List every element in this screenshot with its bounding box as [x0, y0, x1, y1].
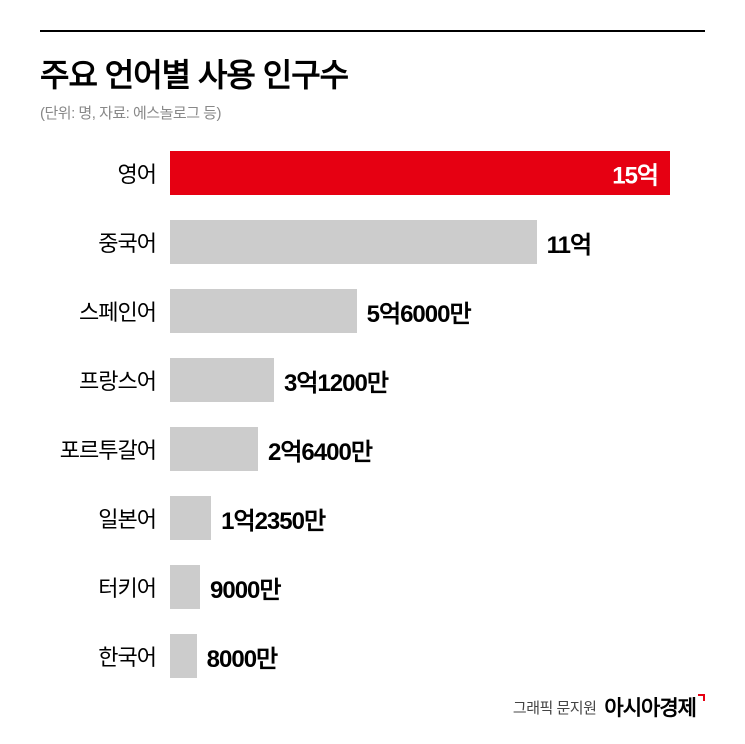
brand-logo: 아시아경제	[604, 692, 705, 722]
bar	[170, 565, 200, 609]
bar-wrap: 1억2350만	[170, 496, 705, 540]
value-label: 8000만	[207, 639, 277, 674]
category-label: 한국어	[40, 640, 170, 672]
category-label: 영어	[40, 157, 170, 189]
bar-wrap: 11억	[170, 220, 705, 264]
value-label: 1억2350만	[221, 501, 325, 536]
category-label: 스페인어	[40, 295, 170, 327]
category-label: 중국어	[40, 226, 170, 258]
bar-wrap: 2억6400만	[170, 427, 705, 471]
bar	[170, 289, 357, 333]
value-label: 3억1200만	[284, 363, 388, 398]
value-label: 2억6400만	[268, 432, 372, 467]
credit-text: 그래픽 문지원	[513, 697, 596, 718]
chart-row: 중국어 11억	[40, 220, 705, 264]
chart-row: 영어 15억	[40, 151, 705, 195]
chart-row: 프랑스어 3억1200만	[40, 358, 705, 402]
bar-wrap: 8000만	[170, 634, 705, 678]
chart-row: 스페인어 5억6000만	[40, 289, 705, 333]
bar: 15억	[170, 151, 670, 195]
chart-title: 주요 언어별 사용 인구수	[40, 50, 705, 96]
value-label: 15억	[612, 156, 658, 191]
bar-chart: 영어 15억중국어 11억스페인어 5억6000만프랑스어 3억1200만포르투갈어 2억…	[40, 151, 705, 678]
bar	[170, 220, 537, 264]
category-label: 터키어	[40, 571, 170, 603]
category-label: 프랑스어	[40, 364, 170, 396]
bar-wrap: 5억6000만	[170, 289, 705, 333]
value-label: 11억	[547, 225, 591, 260]
chart-subtitle: (단위: 명, 자료: 에스놀로그 등)	[40, 102, 705, 123]
top-rule	[40, 30, 705, 32]
chart-row: 포르투갈어 2억6400만	[40, 427, 705, 471]
bar-wrap: 9000만	[170, 565, 705, 609]
bar-wrap: 15억	[170, 151, 705, 195]
credit-line: 그래픽 문지원 아시아경제	[513, 692, 705, 722]
brand-mark-icon	[698, 694, 705, 701]
value-label: 5억6000만	[367, 294, 471, 329]
bar	[170, 358, 274, 402]
category-label: 포르투갈어	[40, 433, 170, 465]
chart-row: 한국어 8000만	[40, 634, 705, 678]
chart-row: 터키어 9000만	[40, 565, 705, 609]
bar	[170, 427, 258, 471]
bar	[170, 496, 211, 540]
brand-text: 아시아경제	[604, 692, 696, 722]
category-label: 일본어	[40, 502, 170, 534]
value-label: 9000만	[210, 570, 280, 605]
chart-row: 일본어 1억2350만	[40, 496, 705, 540]
bar	[170, 634, 197, 678]
bar-wrap: 3억1200만	[170, 358, 705, 402]
